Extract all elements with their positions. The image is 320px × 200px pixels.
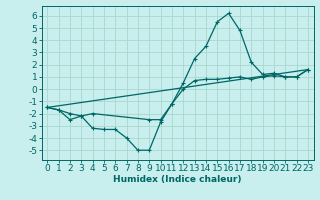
X-axis label: Humidex (Indice chaleur): Humidex (Indice chaleur) (113, 175, 242, 184)
